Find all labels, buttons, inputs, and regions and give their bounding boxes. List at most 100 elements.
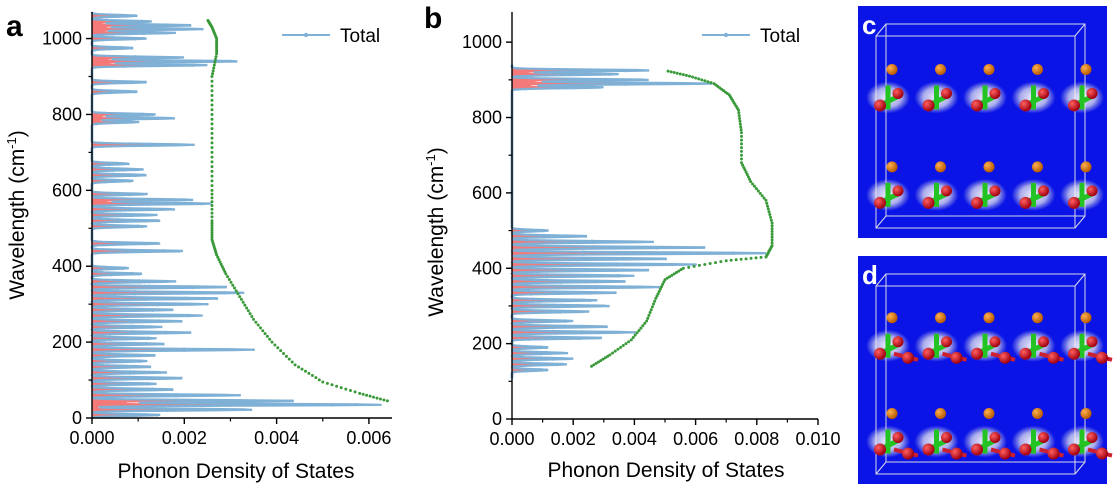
- panel-a-total-dos-marker: [130, 214, 134, 218]
- oxygen-atom: [971, 347, 983, 360]
- panel-a-total-dos-marker: [100, 82, 104, 86]
- panel-a-envelope-dot: [245, 306, 249, 310]
- panel-b-envelope-dot: [770, 230, 774, 234]
- panel-a-envelope-dot: [256, 323, 260, 327]
- panel-a-total-dos-marker: [95, 251, 98, 255]
- panel-a-envelope-dot: [290, 360, 294, 364]
- panel-a-envelope-dot: [236, 292, 240, 296]
- panel-b-total-dos-marker: [588, 292, 592, 295]
- panel-b-envelope-dot: [740, 149, 743, 153]
- panel-b-envelope-dot: [738, 116, 742, 120]
- panel-a-total-dos-marker: [100, 88, 103, 92]
- panel-a-total-dos-marker: [107, 318, 110, 321]
- panel-a-envelope-dot: [216, 255, 220, 259]
- panel-a-total-dos-marker: [99, 278, 103, 281]
- panel-a-total-dos-marker: [160, 26, 163, 30]
- panel-b-envelope-dot: [657, 289, 661, 293]
- metal-atom: [886, 312, 898, 324]
- panel-a-total-dos-marker: [117, 352, 121, 356]
- panel-b-total-dos-marker: [515, 236, 518, 240]
- panel-a-envelope-dot: [210, 84, 214, 88]
- panel-a-total-dos-marker: [134, 90, 137, 94]
- panel-b-y-tick-label: 200: [472, 334, 502, 354]
- panel-a-total-dos-marker: [170, 308, 174, 311]
- panel-a-total-dos-marker: [133, 174, 137, 178]
- panel-a-total-dos-marker: [115, 406, 118, 410]
- panel-a-total-dos-marker: [99, 194, 102, 198]
- panel-b-total-dos-marker: [605, 325, 608, 329]
- panel-a-total-dos-marker: [98, 45, 101, 48]
- panel-a-y-tick-label: 800: [52, 104, 82, 124]
- panel-a-total-dos-marker: [238, 393, 241, 397]
- panel-b-envelope-dot: [745, 173, 749, 177]
- panel-a-total-dos-marker: [174, 394, 178, 398]
- panel-c-letter: c: [862, 10, 876, 40]
- oxygen-atom: [892, 432, 904, 444]
- panel-b-x-tick-label: 0.006: [673, 429, 718, 449]
- panel-a-total-dos-marker: [106, 115, 109, 118]
- panel-b-total-dos-marker: [524, 347, 527, 350]
- panel-b-envelope-dot: [734, 258, 738, 262]
- panel-b-envelope-dot: [740, 142, 743, 146]
- panel-a-envelope-dot: [210, 221, 214, 225]
- panel-a-envelope-dot: [210, 131, 214, 135]
- panel-a-envelope-dot: [382, 398, 386, 402]
- panel-b-envelope-dot: [770, 235, 774, 239]
- panel-b-x-tick-label: 0.004: [612, 429, 657, 449]
- panel-b-total-dos-marker: [566, 234, 570, 237]
- panel-a-total-dos-marker: [111, 36, 114, 39]
- panel-a-envelope-dot: [210, 141, 214, 145]
- panel-a-total-dos-marker: [134, 14, 137, 17]
- oxygen-atom: [902, 447, 914, 460]
- panel-a-total-dos-marker: [136, 224, 140, 228]
- panel-a-total-dos-marker: [96, 209, 100, 213]
- panel-a-envelope-dot: [211, 69, 215, 73]
- panel-a-total-dos-marker: [174, 199, 178, 202]
- oxygen-atom: [1047, 351, 1060, 364]
- panel-a-envelope-dot: [210, 211, 214, 215]
- panel-b-envelope-dot: [606, 354, 610, 358]
- panel-b-total-dos-marker: [584, 235, 588, 238]
- panel-a-total-dos-marker: [144, 80, 147, 84]
- panel-b-envelope-dot: [709, 81, 713, 85]
- panel-a-total-dos-marker: [102, 301, 106, 304]
- panel-b-envelope-dot: [627, 340, 631, 344]
- panel-a-total-dos-marker: [95, 122, 99, 126]
- panel-b-envelope-dot: [770, 244, 774, 248]
- panel-b-envelope-dot: [660, 285, 664, 289]
- panel-a-envelope-dot: [211, 72, 215, 76]
- panel-b-envelope-dot: [668, 275, 672, 279]
- panel-b-envelope-dot: [760, 194, 764, 198]
- panel-b-total-dos-marker: [518, 254, 521, 257]
- panel-b-total-dos-marker: [514, 276, 517, 280]
- panel-a-x-tick-label: 0.002: [162, 428, 207, 448]
- panel-d-crystal-structure: [866, 273, 1113, 475]
- panel-a-total-dos-marker: [96, 160, 99, 164]
- panel-b-envelope-dot: [662, 280, 666, 284]
- oxygen-atom: [1068, 443, 1080, 456]
- oxygen-atom: [1038, 432, 1049, 444]
- panel-b-envelope-dot: [613, 349, 617, 353]
- panel-b-total-dos-marker: [545, 350, 548, 354]
- panel-b-total-dos-marker: [594, 284, 597, 288]
- metal-atom: [1032, 408, 1043, 420]
- panel-b-total-dos-marker: [563, 319, 567, 322]
- panel-b-total-dos-marker: [525, 302, 529, 306]
- oxygen-atom: [950, 351, 963, 364]
- panel-b-envelope-curve: [590, 69, 774, 368]
- panel-a-total-dos-marker: [109, 273, 112, 277]
- panel-a-total-dos-marker: [164, 371, 168, 374]
- panel-a-total-dos-marker: [103, 341, 107, 344]
- oxygen-atom: [922, 347, 935, 360]
- panel-b-envelope-dot: [678, 72, 682, 76]
- panel-b-total-dos-marker: [555, 67, 558, 71]
- metal-atom: [886, 161, 898, 173]
- panel-b-total-dos-marker: [558, 311, 561, 314]
- panel-b-y-tick-label: 1000: [462, 32, 502, 52]
- panel-a-total-dos-marker: [164, 23, 168, 26]
- panel-b-y-tick-label: 600: [472, 183, 502, 203]
- panel-b-total-dos-marker: [522, 244, 525, 247]
- panel-b-total-dos-marker: [545, 346, 548, 349]
- oxygen-atom: [1038, 336, 1049, 348]
- panel-a-total-dos-marker: [108, 335, 112, 339]
